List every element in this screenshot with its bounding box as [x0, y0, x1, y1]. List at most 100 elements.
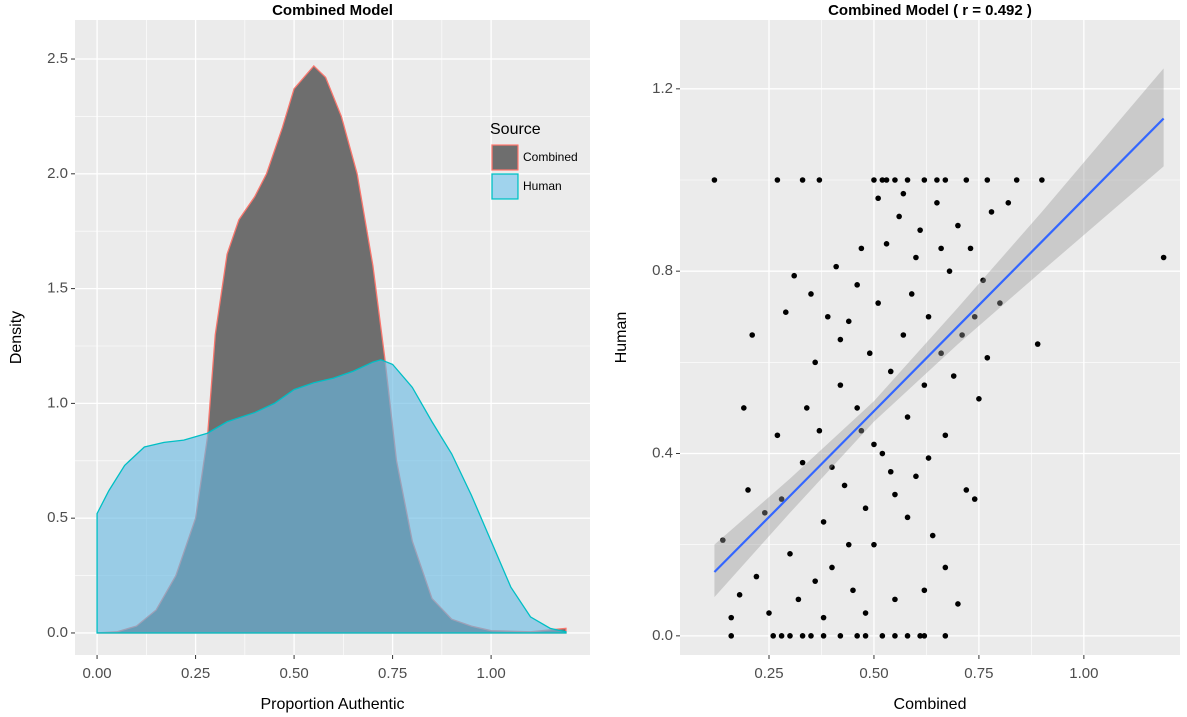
x-axis-label: Proportion Authentic: [260, 696, 404, 713]
x-tick-label: 1.00: [476, 665, 505, 682]
point: [787, 633, 793, 639]
point: [862, 633, 869, 639]
point: [736, 592, 743, 598]
point: [883, 177, 890, 183]
point: [875, 300, 881, 306]
point: [971, 496, 978, 502]
point: [862, 505, 869, 512]
point: [845, 541, 852, 548]
point: [808, 291, 814, 297]
point: [871, 177, 877, 183]
point: [762, 509, 768, 516]
point: [1160, 254, 1167, 261]
point: [799, 633, 806, 639]
y-tick-label: 2.0: [47, 165, 68, 182]
point: [799, 177, 806, 183]
point: [904, 514, 911, 521]
point: [854, 633, 860, 639]
point: [917, 633, 923, 639]
point: [866, 350, 873, 357]
x-tick-label: 0.00: [82, 665, 111, 682]
point: [892, 633, 898, 639]
point: [942, 633, 949, 639]
y-tick-label: 0.0: [652, 627, 673, 644]
point: [988, 209, 995, 215]
plot-background: [680, 20, 1180, 655]
y-tick-label: 1.2: [652, 80, 673, 97]
point: [841, 482, 848, 489]
point: [887, 468, 894, 475]
point: [921, 382, 928, 388]
point: [845, 318, 852, 325]
point: [816, 427, 823, 434]
point: [791, 272, 797, 279]
point: [749, 332, 756, 338]
point: [879, 450, 886, 457]
point: [942, 564, 949, 571]
point: [820, 633, 827, 639]
point: [921, 633, 928, 639]
x-tick-label: 0.25: [181, 665, 210, 682]
point: [934, 199, 940, 206]
point: [871, 441, 877, 448]
point: [942, 432, 949, 439]
point: [720, 537, 726, 543]
point: [976, 396, 982, 402]
y-tick-label: 0.8: [652, 262, 673, 279]
y-tick-label: 0.5: [47, 509, 68, 526]
point: [850, 587, 856, 594]
chart-title: Combined Model ( r = 0.492 ): [828, 2, 1032, 19]
point: [829, 564, 835, 571]
legend-title: Source: [490, 121, 541, 138]
point: [778, 496, 785, 502]
point: [816, 177, 823, 183]
point: [938, 350, 944, 357]
y-tick-label: 2.5: [47, 50, 68, 67]
chart-title: Combined Model: [272, 2, 393, 19]
point: [774, 177, 781, 183]
legend-label: Human: [523, 179, 562, 193]
y-tick-label: 1.0: [47, 394, 68, 411]
point: [997, 300, 1003, 306]
point: [955, 601, 961, 607]
point: [879, 177, 886, 183]
point: [766, 610, 772, 616]
point: [908, 291, 915, 297]
point: [1005, 199, 1012, 206]
point: [917, 227, 923, 233]
point: [728, 633, 735, 639]
point: [808, 633, 814, 639]
point: [862, 610, 869, 616]
point: [913, 254, 919, 261]
point: [900, 190, 907, 197]
point: [904, 177, 911, 183]
point: [820, 614, 827, 621]
point: [879, 633, 886, 639]
point: [812, 359, 818, 366]
x-tick-label: 0.75: [964, 665, 993, 682]
point: [837, 633, 844, 639]
point: [925, 313, 932, 320]
point: [967, 245, 974, 252]
point: [892, 177, 898, 183]
point: [858, 427, 865, 434]
point: [938, 245, 944, 252]
point: [925, 455, 932, 461]
point: [1013, 177, 1020, 183]
point: [799, 459, 806, 466]
point: [858, 245, 865, 252]
point: [829, 464, 835, 470]
point: [795, 596, 802, 603]
point: [711, 177, 718, 183]
point: [892, 491, 898, 498]
point: [837, 336, 844, 343]
point: [904, 414, 911, 420]
point: [896, 213, 902, 220]
point: [929, 532, 936, 539]
point: [971, 313, 978, 320]
point: [778, 633, 785, 639]
point: [803, 405, 810, 411]
point: [787, 551, 793, 557]
legend-label: Combined: [523, 150, 578, 164]
